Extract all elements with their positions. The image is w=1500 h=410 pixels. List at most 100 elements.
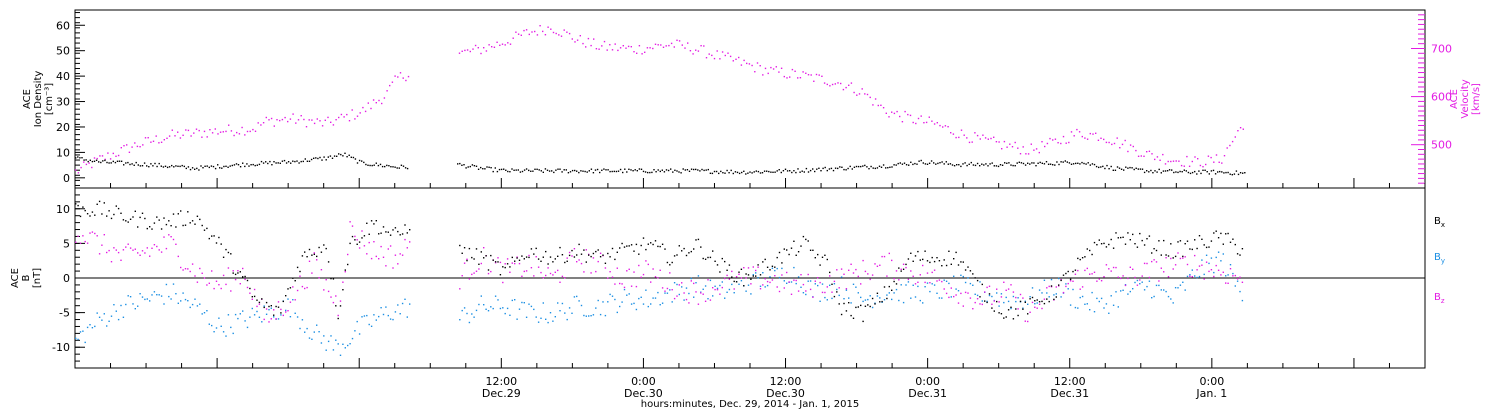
velocity-point [136, 145, 139, 148]
velocity-point [343, 116, 345, 118]
bz-point [566, 257, 568, 259]
density-point [294, 160, 296, 163]
bz-point [740, 277, 743, 279]
by-point [907, 281, 910, 283]
bz-point [461, 275, 463, 277]
density-point [250, 164, 252, 166]
bx-point [234, 273, 237, 276]
density-point [256, 164, 258, 166]
velocity-point [150, 141, 152, 143]
bz-point [1098, 278, 1100, 280]
bz-point [757, 266, 759, 268]
by-point [380, 307, 382, 309]
velocity-point [636, 52, 638, 54]
velocity-point [1162, 153, 1164, 156]
bz-point [1229, 268, 1232, 270]
by-point [158, 294, 160, 296]
bz-point [1041, 307, 1043, 310]
bx-point [1055, 296, 1057, 298]
bz-point [922, 264, 924, 267]
density-point [945, 161, 947, 163]
bx-point [1105, 246, 1108, 248]
bx-point [559, 246, 561, 249]
bz-point [1163, 271, 1165, 273]
density-point [1018, 161, 1020, 163]
bx-point [1229, 241, 1232, 243]
bz-point [251, 298, 253, 300]
density-point [310, 158, 313, 161]
bx-point [1060, 279, 1062, 282]
density-point [824, 166, 826, 169]
density-point [375, 162, 377, 164]
velocity-point [907, 113, 909, 116]
bx-point [743, 285, 745, 287]
density-point [943, 163, 945, 165]
bx-point [144, 217, 146, 220]
bz-point [1234, 274, 1236, 277]
velocity-point [652, 47, 654, 50]
bx-point [308, 248, 311, 251]
field-tick-label: -5 [59, 307, 70, 320]
bx-point [201, 224, 203, 227]
by-point [459, 319, 461, 321]
by-point [156, 294, 158, 296]
velocity-point [823, 82, 826, 84]
velocity-point [711, 54, 713, 57]
density-point [118, 160, 121, 162]
by-point [924, 286, 926, 288]
by-point [604, 314, 607, 317]
density-point [127, 161, 129, 164]
by-point [478, 303, 480, 306]
density-point [941, 161, 943, 163]
density-point [77, 156, 79, 158]
velocity-point [689, 50, 692, 52]
by-point [1096, 297, 1098, 300]
by-point [702, 288, 704, 290]
bz-point [576, 261, 578, 263]
velocity-point [673, 46, 675, 48]
bx-point [836, 291, 838, 293]
by-point [211, 324, 213, 327]
bz-point [480, 262, 482, 265]
density-tick-label: 10 [56, 146, 70, 159]
bx-point [996, 300, 998, 303]
bx-point [1191, 248, 1193, 251]
velocity-point [493, 46, 496, 48]
bx-point [991, 307, 993, 309]
velocity-point [391, 81, 394, 83]
by-point [294, 312, 296, 314]
bx-point [540, 260, 542, 262]
bx-point [695, 239, 697, 241]
bx-point [855, 306, 857, 309]
velocity-point [340, 113, 343, 116]
velocity-point [611, 49, 614, 51]
density-point [1012, 164, 1014, 167]
velocity-point [120, 147, 122, 149]
density-point [536, 168, 538, 170]
density-point [997, 165, 1000, 168]
by-point [795, 282, 797, 285]
bx-point [1136, 246, 1139, 248]
by-point [986, 300, 988, 303]
density-point [914, 162, 916, 165]
velocity-point [134, 142, 136, 144]
bz-point [514, 262, 516, 265]
velocity-point [1086, 138, 1089, 140]
by-point [862, 300, 864, 303]
bz-point [747, 267, 750, 269]
bz-point [1077, 269, 1079, 272]
bz-point [399, 253, 401, 255]
bz-point [805, 290, 807, 292]
bz-point [525, 270, 528, 272]
density-point [1047, 163, 1050, 165]
density-point [688, 170, 691, 172]
velocity-point [107, 152, 109, 154]
velocity-point [1178, 160, 1180, 162]
by-point [530, 305, 533, 308]
by-point [948, 282, 950, 285]
bz-point [912, 275, 914, 277]
by-point [528, 303, 530, 305]
by-point [213, 331, 215, 333]
density-point [377, 164, 380, 167]
velocity-point [1143, 155, 1145, 157]
